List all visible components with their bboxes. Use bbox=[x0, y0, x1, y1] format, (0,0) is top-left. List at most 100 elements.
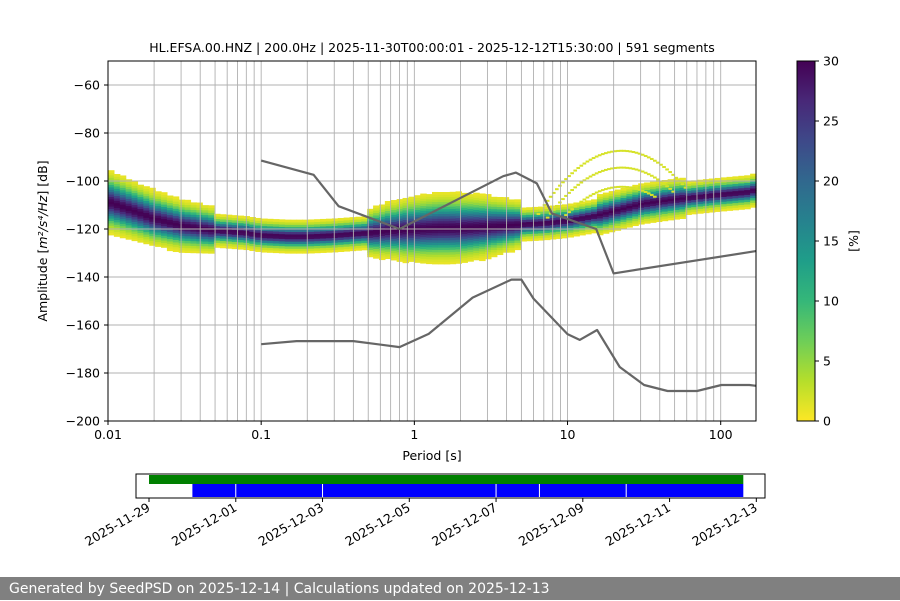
heatmap-cell bbox=[496, 249, 504, 253]
heatmap-cell bbox=[249, 236, 256, 240]
heatmap-cell bbox=[520, 226, 527, 230]
heatmap-cell bbox=[131, 223, 139, 227]
heatmap-cell bbox=[473, 216, 480, 220]
heatmap-cell bbox=[402, 229, 410, 232]
heatmap-cell bbox=[665, 168, 669, 171]
heatmap-cell bbox=[361, 221, 368, 224]
heatmap-cell bbox=[161, 197, 168, 200]
heatmap-cell bbox=[467, 246, 474, 250]
heatmap-cell bbox=[585, 219, 592, 223]
heatmap-cell bbox=[473, 207, 480, 210]
heatmap-cell bbox=[272, 235, 280, 239]
heatmap-cell bbox=[625, 150, 630, 153]
heatmap-cell bbox=[607, 187, 611, 190]
heatmap-cell bbox=[125, 181, 133, 185]
heatmap-cell bbox=[608, 200, 616, 204]
heatmap-cell bbox=[325, 223, 333, 227]
heatmap-cell bbox=[196, 219, 203, 223]
heatmap-cell bbox=[384, 203, 392, 207]
heatmap-cell bbox=[667, 215, 675, 218]
heatmap-cell bbox=[496, 245, 504, 248]
heatmap-cell bbox=[655, 209, 663, 213]
heatmap-cell bbox=[467, 213, 474, 217]
heatmap-cell bbox=[361, 230, 368, 234]
heatmap-cell bbox=[602, 192, 610, 196]
heatmap-cell bbox=[172, 249, 180, 253]
heatmap-cell bbox=[108, 211, 115, 214]
heatmap-cell bbox=[691, 206, 698, 210]
heatmap-cell bbox=[284, 246, 292, 249]
heatmap-cell bbox=[113, 234, 121, 237]
heatmap-cell bbox=[308, 238, 315, 242]
heatmap-cell bbox=[225, 245, 233, 249]
heatmap-cell bbox=[443, 225, 451, 229]
heatmap-cell bbox=[131, 211, 139, 215]
heatmap-cell bbox=[272, 250, 280, 254]
x-tick-label: 10 bbox=[560, 427, 576, 442]
heatmap-cell bbox=[437, 225, 445, 229]
heatmap-cell bbox=[113, 205, 121, 209]
heatmap-cell bbox=[455, 248, 463, 252]
heatmap-cell bbox=[508, 218, 516, 222]
heatmap-cell bbox=[514, 208, 521, 212]
heatmap-cell bbox=[367, 252, 374, 255]
heatmap-cell bbox=[649, 217, 657, 221]
heatmap-cell bbox=[320, 226, 327, 229]
heatmap-cell bbox=[178, 221, 186, 225]
heatmap-cell bbox=[461, 209, 468, 213]
heatmap-cell bbox=[214, 228, 221, 231]
heatmap-cell bbox=[437, 240, 445, 243]
heatmap-cell bbox=[237, 222, 245, 226]
heatmap-cell bbox=[225, 224, 233, 228]
heatmap-cell bbox=[166, 195, 174, 199]
heatmap-cell bbox=[284, 241, 292, 245]
heatmap-cell bbox=[331, 237, 339, 241]
heatmap-cell bbox=[196, 238, 203, 242]
heatmap-cell bbox=[638, 216, 645, 220]
heatmap-cell bbox=[426, 225, 433, 229]
heatmap-cell bbox=[125, 229, 133, 233]
heatmap-cell bbox=[367, 242, 374, 246]
heatmap-cell bbox=[331, 232, 339, 236]
heatmap-cell bbox=[573, 226, 580, 230]
heatmap-cell bbox=[119, 199, 127, 203]
heatmap-cell bbox=[302, 224, 309, 228]
heatmap-cell bbox=[119, 192, 127, 196]
heatmap-cell bbox=[502, 216, 510, 220]
heatmap-cell bbox=[432, 239, 439, 243]
heatmap-cell bbox=[308, 226, 315, 230]
heatmap-cell bbox=[108, 194, 115, 197]
heatmap-cell bbox=[390, 245, 398, 249]
heatmap-cell bbox=[314, 238, 321, 242]
heatmap-cell bbox=[490, 208, 498, 212]
heatmap-cell bbox=[426, 196, 433, 200]
heatmap-cell bbox=[496, 237, 504, 241]
heatmap-cell bbox=[485, 232, 492, 236]
heatmap-cell bbox=[661, 211, 669, 214]
heatmap-cell bbox=[408, 259, 415, 262]
heatmap-cell bbox=[161, 228, 168, 231]
heatmap-cell bbox=[355, 223, 362, 227]
heatmap-cell bbox=[432, 220, 439, 224]
heatmap-cell bbox=[108, 199, 115, 202]
heatmap-cell bbox=[384, 253, 392, 257]
heatmap-cell bbox=[414, 195, 421, 199]
heatmap-cell bbox=[373, 255, 380, 259]
heatmap-cell bbox=[355, 240, 362, 244]
heatmap-cell bbox=[314, 236, 321, 239]
heatmap-cell bbox=[414, 209, 421, 213]
heatmap-cell bbox=[596, 230, 604, 233]
heatmap-cell bbox=[738, 185, 745, 189]
heatmap-cell bbox=[467, 215, 474, 219]
heatmap-cell bbox=[119, 235, 127, 239]
heatmap-cell bbox=[602, 228, 610, 232]
heatmap-cell bbox=[679, 184, 686, 188]
heatmap-cell bbox=[208, 214, 215, 218]
heatmap-cell bbox=[137, 218, 144, 222]
heatmap-cell bbox=[255, 222, 262, 226]
heatmap-cell bbox=[296, 219, 303, 223]
heatmap-cell bbox=[414, 231, 421, 235]
heatmap-cell bbox=[384, 213, 392, 216]
heatmap-cell bbox=[561, 230, 569, 234]
heatmap-cell bbox=[640, 153, 645, 156]
